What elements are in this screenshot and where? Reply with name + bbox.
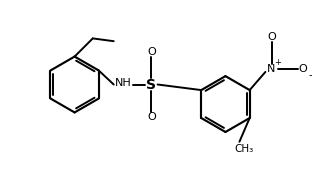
Text: N: N: [267, 64, 276, 74]
Text: NH: NH: [115, 78, 132, 88]
Text: O: O: [147, 47, 156, 57]
Text: S: S: [146, 78, 156, 91]
Text: O: O: [298, 64, 307, 74]
Text: O: O: [147, 112, 156, 122]
Text: +: +: [274, 58, 280, 67]
Text: -: -: [309, 70, 312, 80]
Text: O: O: [267, 32, 276, 42]
Text: CH₃: CH₃: [234, 144, 253, 154]
